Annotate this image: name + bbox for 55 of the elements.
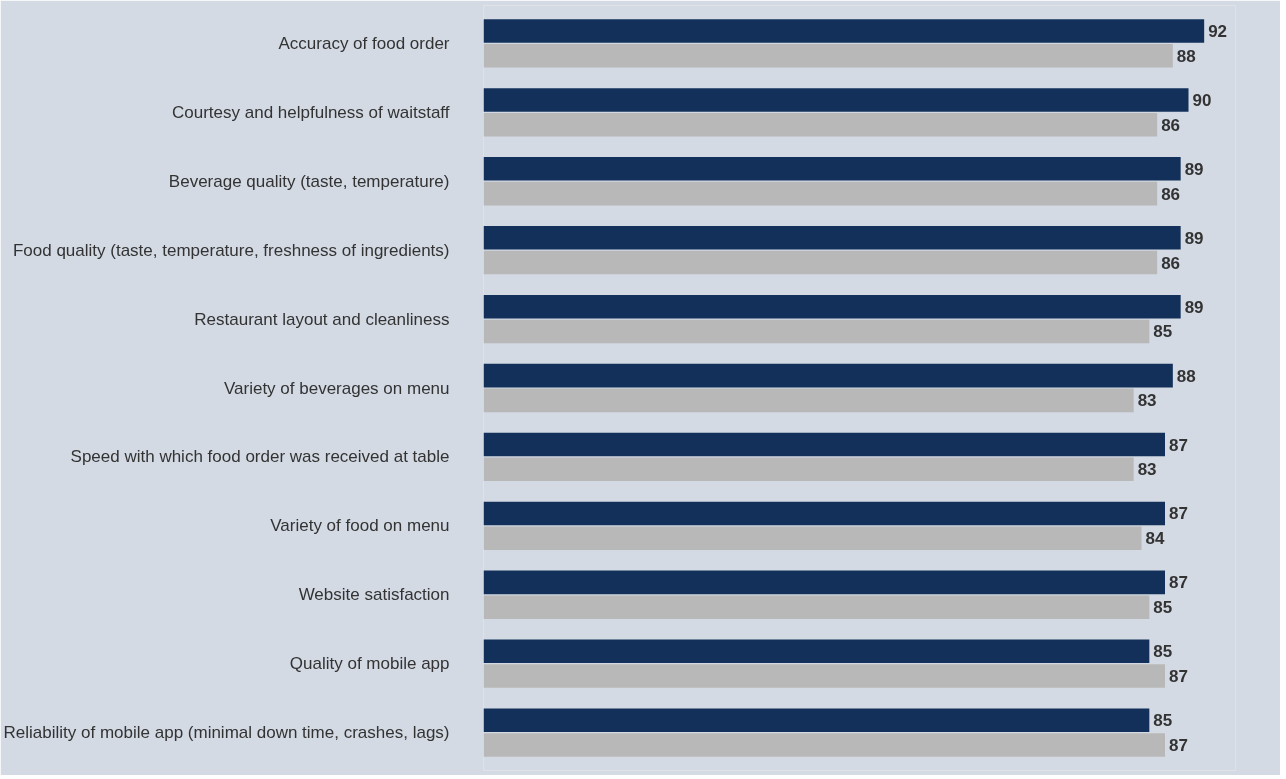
data-label: 90 (1192, 90, 1212, 110)
bar (483, 319, 1150, 344)
data-label: 89 (1184, 297, 1204, 317)
bar (483, 501, 1165, 526)
bar (483, 526, 1142, 551)
y-tick-label: Beverage quality (taste, temperature) (168, 171, 450, 191)
y-tick-label: Quality of mobile app (289, 654, 450, 674)
bar (483, 294, 1181, 319)
bar (483, 570, 1165, 595)
data-label: 87 (1169, 736, 1188, 755)
bar (483, 432, 1165, 457)
data-label: 87 (1169, 667, 1188, 687)
bar (483, 250, 1158, 275)
y-tick-label: Variety of beverages on menu (223, 378, 450, 398)
y-tick-label: Accuracy of food order (278, 33, 450, 53)
y-tick-label: Food quality (taste, temperature, freshness of ingredients) (12, 240, 450, 260)
bar (483, 225, 1181, 250)
bar (483, 157, 1181, 181)
y-tick-label: Speed with which food order was received at table (70, 447, 450, 467)
data-label: 89 (1184, 159, 1204, 179)
data-label: 84 (1145, 529, 1165, 549)
bar (483, 664, 1165, 688)
y-tick-label: Variety of food on menu (270, 516, 450, 536)
data-label: 88 (1176, 366, 1196, 386)
bar (483, 112, 1158, 137)
bar (483, 88, 1189, 112)
y-tick-label: Restaurant layout and cleanliness (194, 309, 450, 329)
bar (483, 363, 1173, 388)
bar (483, 388, 1134, 413)
bar (483, 595, 1150, 619)
data-label: 86 (1161, 184, 1181, 204)
y-tick-label: Reliability of mobile app (minimal down time, crashes, lags) (3, 723, 450, 743)
bar (483, 457, 1134, 482)
data-label: 86 (1161, 253, 1181, 273)
y-tick-label: Website satisfaction (298, 585, 450, 605)
data-label: 87 (1169, 573, 1188, 593)
bar (483, 19, 1205, 43)
data-label: 85 (1153, 322, 1173, 342)
y-tick-label: Courtesy and helpfulness of waitstaff (171, 102, 450, 122)
bar (483, 639, 1150, 664)
data-label: 85 (1153, 711, 1173, 731)
data-label: 89 (1184, 228, 1204, 248)
data-label: 86 (1161, 115, 1181, 135)
data-label: 88 (1176, 46, 1196, 66)
data-label: 83 (1137, 460, 1157, 480)
bar (483, 181, 1158, 206)
data-label: 83 (1137, 391, 1157, 411)
data-label: 87 (1169, 435, 1188, 455)
bar (483, 44, 1173, 68)
data-label: 85 (1153, 598, 1173, 618)
bar (483, 733, 1165, 757)
data-label: 85 (1153, 642, 1173, 662)
bar (483, 708, 1150, 732)
data-label: 92 (1208, 22, 1228, 41)
data-label: 87 (1169, 504, 1188, 524)
